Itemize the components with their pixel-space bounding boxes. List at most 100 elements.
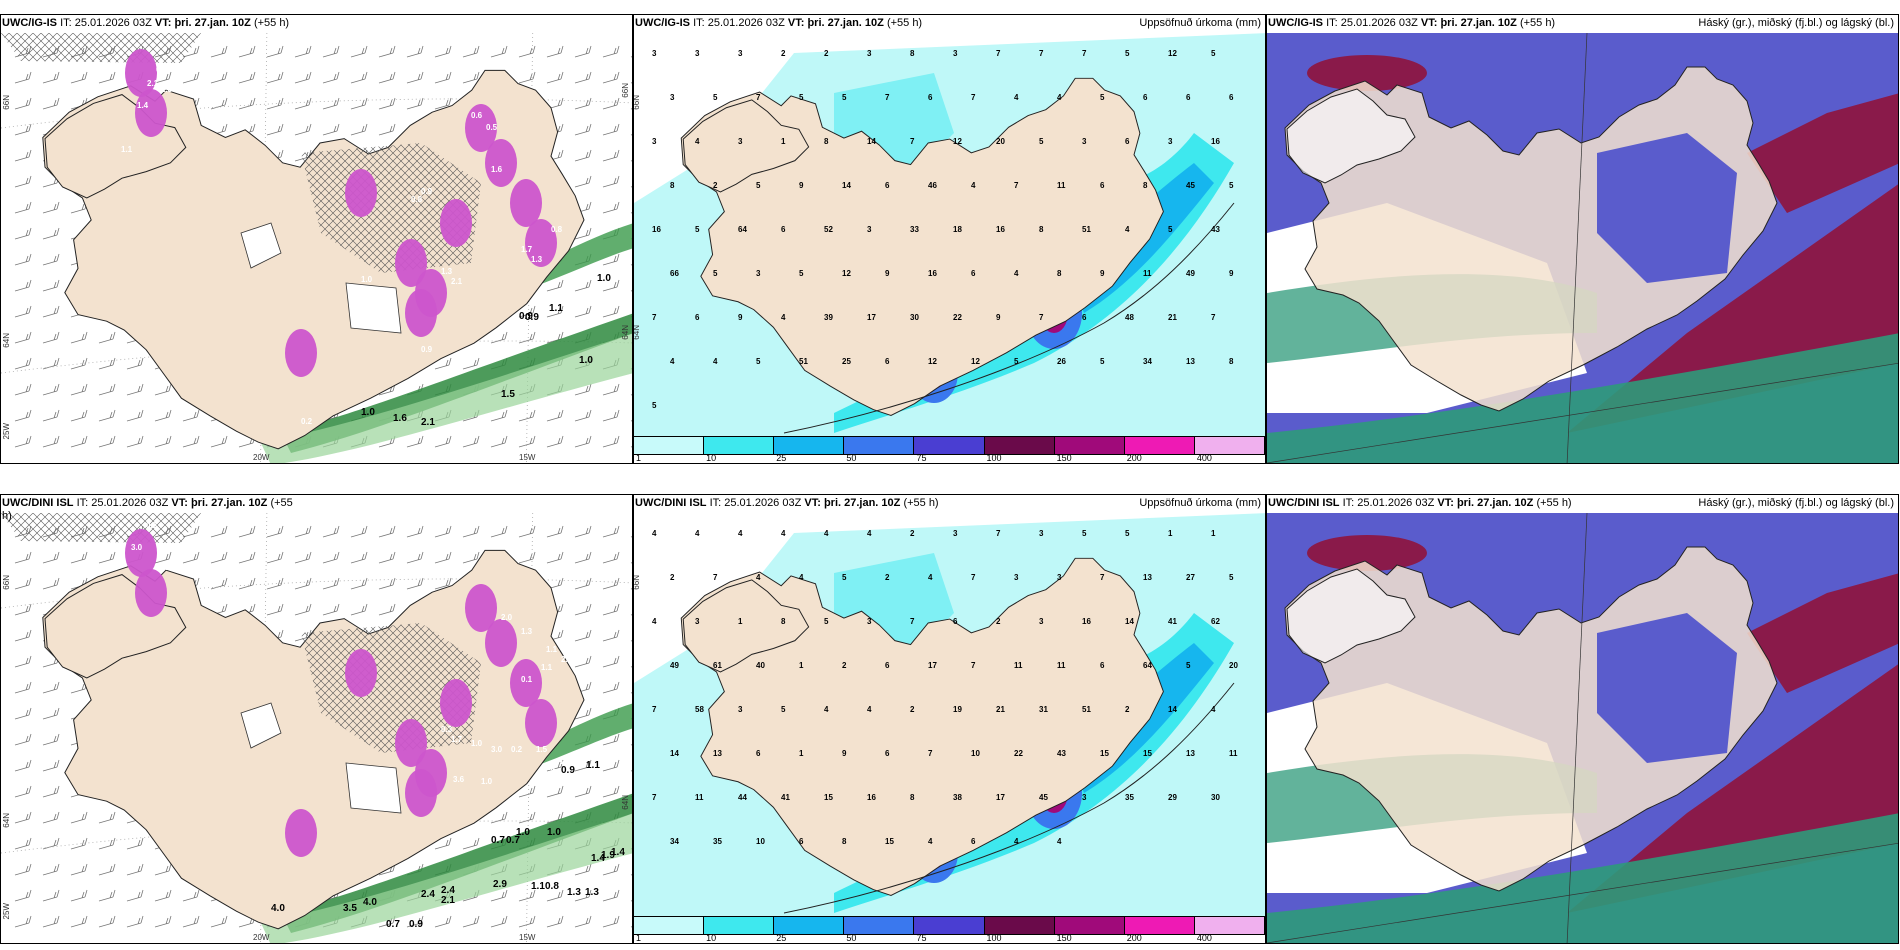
map-value-label: 2 <box>996 617 1001 626</box>
map-value-label: 5 <box>1168 225 1173 234</box>
colorbar-swatch <box>1194 437 1265 454</box>
map-value-label: 0.8 <box>545 881 559 892</box>
map-value-label: 1.9 <box>601 850 615 861</box>
valid-time: þri. 27.jan. 10Z <box>1440 17 1517 29</box>
wind-barb <box>574 889 592 902</box>
map-value-label: 1.7 <box>521 245 533 254</box>
wind-barb <box>574 123 592 136</box>
map-value-label: 58 <box>695 705 704 714</box>
map-value-label: 2 <box>842 661 847 670</box>
map-value-label: 1.3 <box>441 267 453 276</box>
wind-barb <box>154 889 172 902</box>
wind-barb <box>574 279 592 292</box>
map-value-label: 3 <box>1057 573 1062 582</box>
colorbar-labels: 1 10 25 50 75 100 150 200 400 <box>634 933 1265 943</box>
snow-depth-blob <box>405 769 437 817</box>
model-name: UWC/DINI ISL <box>2 497 74 509</box>
colorbar-swatch <box>704 917 775 934</box>
wind-barb <box>14 435 32 448</box>
wind-barb <box>70 889 88 902</box>
map-value-label: 8 <box>910 49 915 58</box>
wind-barb <box>126 383 144 396</box>
map-value-label: 6 <box>928 93 933 102</box>
wind-barb <box>42 97 60 110</box>
wind-barb <box>14 71 32 84</box>
projection-line <box>1267 842 1898 943</box>
hatched-region-north <box>1 33 201 63</box>
init-time: 25.01.2026 03Z <box>91 497 169 509</box>
wind-barb <box>238 577 256 590</box>
map-value-label: 3 <box>738 49 743 58</box>
map-value-label: 4 <box>738 529 743 538</box>
map-value-label: 7 <box>910 617 915 626</box>
panel-clouds-dini: UWC/DINI ISL IT: 25.01.2026 03Z VT: þri.… <box>1266 494 1899 944</box>
map-value-label: 5 <box>1014 357 1019 366</box>
wind-barb <box>574 915 592 928</box>
map-value-label: 12 <box>842 269 851 278</box>
map-value-label: 1.0 <box>361 407 375 418</box>
map-value-label: 11 <box>1057 181 1066 190</box>
wind-barb <box>322 45 340 58</box>
map-value-label: 8 <box>670 181 675 190</box>
wind-barb <box>602 253 620 266</box>
map-value-label: 1.6 <box>491 165 503 174</box>
colorbar-swatch <box>1124 917 1195 934</box>
colorbar-tick-label: 10 <box>706 933 717 943</box>
lead-time: (+55 h) <box>253 17 290 29</box>
wind-barb <box>546 785 564 798</box>
map-value-label: 0.9 <box>519 311 533 322</box>
colorbar-tick-label: 1 <box>636 933 642 943</box>
map-value-label: 17 <box>928 661 937 670</box>
map-value-label: 1.3 <box>531 255 543 264</box>
map-value-label: 12 <box>1168 49 1177 58</box>
wind-barb <box>42 811 60 824</box>
map-value-label: 41 <box>1168 617 1177 626</box>
wind-barb <box>14 837 32 850</box>
wind-barb <box>238 71 256 84</box>
map-value-label: 20 <box>1229 661 1238 670</box>
map-value-label: 39 <box>824 313 833 322</box>
wind-barb <box>42 551 60 564</box>
panel-snow-wind-dini: UWC/DINI ISL IT: 25.01.2026 03Z VT: þri.… <box>0 494 633 944</box>
lead-time: (+55 h) <box>1519 17 1556 29</box>
wind-barb <box>574 577 592 590</box>
map-value-label: 3 <box>867 617 872 626</box>
map-value-label: 5 <box>1125 49 1130 58</box>
wind-barb <box>574 785 592 798</box>
map-value-label: 7 <box>652 313 657 322</box>
map-value-label: 0.8 <box>411 195 423 204</box>
wind-barb <box>602 915 620 928</box>
wind-barb <box>266 551 284 564</box>
vt-label: VT: <box>171 497 188 509</box>
lat-label-64n-right: 64N <box>621 325 630 340</box>
wind-barb <box>574 525 592 538</box>
wind-barb <box>574 759 592 772</box>
panel-precip-dini: UWC/DINI ISL IT: 25.01.2026 03Z VT: þri.… <box>633 494 1266 944</box>
wind-barb <box>154 551 172 564</box>
low-cloud-area-south <box>1267 333 1898 463</box>
map-value-label: 4 <box>824 705 829 714</box>
wind-barb <box>42 785 60 798</box>
map-value-label: 35 <box>1125 793 1134 802</box>
map-value-label: 3.5 <box>343 903 357 914</box>
wind-barb <box>574 863 592 876</box>
wind-barb <box>14 357 32 370</box>
wind-barb <box>42 71 60 84</box>
wind-barb <box>574 383 592 396</box>
map-value-label: 7 <box>928 749 933 758</box>
wind-barb <box>490 435 508 448</box>
map-value-label: 30 <box>910 313 919 322</box>
wind-barb <box>42 331 60 344</box>
init-time: 25.01.2026 03Z <box>1357 497 1435 509</box>
wind-barb <box>154 383 172 396</box>
wind-barb <box>42 577 60 590</box>
wind-barb <box>434 435 452 448</box>
panel-precip-igis: UWC/IG-IS IT: 25.01.2026 03Z VT: þri. 27… <box>633 14 1266 464</box>
map-value-label: 49 <box>670 661 679 670</box>
map-value-label: 3.0 <box>131 543 143 552</box>
lat-label-64n-right: 64N <box>621 795 630 810</box>
map-value-label: 1 <box>799 749 804 758</box>
wind-barb <box>602 123 620 136</box>
snow-depth-blob <box>465 104 497 152</box>
map-value-label: 3 <box>652 49 657 58</box>
